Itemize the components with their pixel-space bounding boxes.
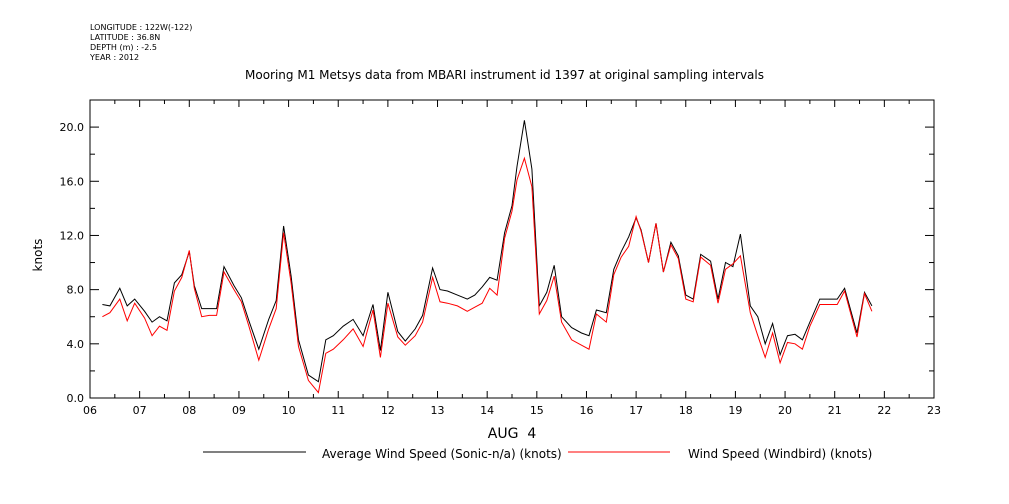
y-tick-label: 12.0: [60, 229, 85, 242]
x-tick-label: 23: [927, 404, 941, 417]
x-tick-label: 12: [381, 404, 395, 417]
x-tick-label: 08: [182, 404, 196, 417]
x-tick-label: 22: [877, 404, 891, 417]
y-tick-label: 16.0: [60, 175, 85, 188]
meta-depth: DEPTH (m) : -2.5: [90, 43, 157, 52]
x-tick-label: 18: [679, 404, 693, 417]
legend: Average Wind Speed (Sonic-n/a) (knots) Wi…: [203, 447, 872, 461]
x-tick-label: 21: [828, 404, 842, 417]
meta-year: YEAR : 2012: [90, 53, 140, 62]
y-tick-label: 4.0: [67, 338, 85, 351]
x-axis-label: AUG 4: [488, 426, 537, 442]
x-tick-label: 11: [331, 404, 345, 417]
legend-label-2: Wind Speed (Windbird) (knots): [688, 447, 872, 461]
y-tick-label: 8.0: [67, 284, 85, 297]
x-tick-label: 06: [83, 404, 97, 417]
y-tick-label: 0.0: [67, 392, 85, 405]
y-tick-label: 20.0: [60, 121, 85, 134]
x-tick-label: 10: [282, 404, 296, 417]
x-tick-label: 07: [133, 404, 147, 417]
x-tick-label: 20: [778, 404, 792, 417]
axis-tick-labels: 06 07 08 09 10 11 12 13 14 15 16 17 18 19 20 21 22 23 0.0 4…: [60, 121, 942, 417]
x-tick-label: 16: [579, 404, 593, 417]
x-tick-label: 13: [431, 404, 445, 417]
axis-ticks: [89, 99, 935, 399]
x-tick-label: 14: [480, 404, 494, 417]
series-lines: [102, 120, 873, 394]
meta-longitude: LONGITUDE : 122W(-122): [90, 23, 193, 32]
chart-title: Mooring M1 Metsys data from MBARI instru…: [245, 68, 764, 82]
x-tick-label: 17: [629, 404, 643, 417]
series-line-1: [102, 120, 873, 383]
meta-latitude: LATITUDE : 36.8N: [90, 33, 161, 42]
plot-frame: [89, 99, 935, 399]
legend-label-1: Average Wind Speed (Sonic-n/a) (knots): [322, 447, 562, 461]
x-tick-label: 15: [530, 404, 544, 417]
series-line-2: [102, 156, 873, 394]
x-tick-label: 19: [728, 404, 742, 417]
y-axis-label: knots: [31, 239, 45, 272]
x-tick-label: 09: [232, 404, 246, 417]
plot-border: [89, 99, 935, 399]
